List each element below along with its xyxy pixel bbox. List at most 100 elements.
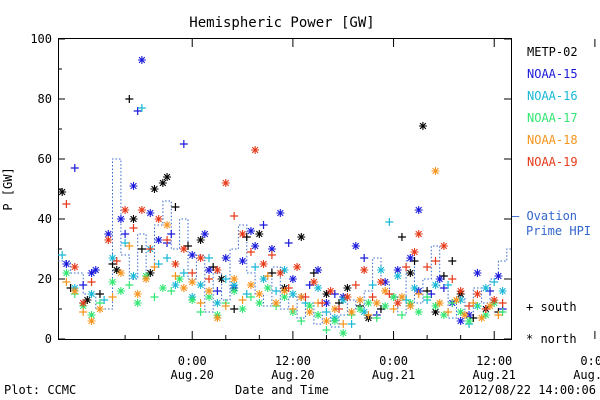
north-marker [259, 275, 268, 283]
north-marker [213, 314, 222, 322]
north-marker [288, 290, 297, 298]
north-marker [288, 275, 297, 283]
south-marker [322, 308, 331, 316]
north-marker [188, 251, 197, 259]
north-marker [460, 311, 469, 319]
north-marker [112, 266, 121, 274]
x-tick-label: 0:00 [178, 354, 207, 368]
ovation-hpi-series [58, 158, 511, 328]
south-marker [448, 299, 457, 307]
north-marker [376, 266, 385, 274]
south-marker [146, 245, 155, 253]
north-marker [213, 299, 222, 307]
legend: METP-02 NOAA-15 NOAA-16 NOAA-17 NOAA-18 NOAA-… [527, 45, 578, 169]
north-marker [356, 296, 364, 304]
south-marker [221, 275, 230, 283]
north-marker [297, 293, 306, 301]
south-marker [205, 275, 213, 283]
south-marker [242, 233, 251, 241]
footer-left: Plot: CCMC [4, 383, 76, 397]
south-marker [385, 290, 394, 298]
south-marker [184, 242, 193, 250]
ovation-legend-label: Prime HPI [526, 224, 591, 238]
south-marker [288, 305, 297, 313]
north-marker [406, 302, 415, 310]
south-marker [444, 281, 453, 289]
south-marker [376, 305, 385, 313]
y-tick-label: 20 [38, 272, 52, 286]
south-marker [230, 212, 239, 220]
north-marker [259, 260, 268, 268]
north-marker [263, 284, 272, 292]
north-marker [221, 254, 230, 262]
north-marker [406, 269, 415, 277]
north-marker [179, 284, 188, 292]
north-marker [431, 281, 440, 289]
south-marker [385, 218, 394, 226]
north-marker [116, 287, 125, 295]
north-marker [154, 236, 163, 244]
north-marker [393, 266, 402, 274]
footer-right: 2012/08/22 14:00:06 [459, 383, 596, 397]
south-marker [465, 302, 474, 310]
north-marker [431, 302, 440, 310]
south-marker [125, 242, 134, 250]
south-marker [448, 275, 457, 283]
north-marker [91, 266, 100, 274]
north-marker [435, 299, 444, 307]
x-tick-label: Aug.21 [473, 368, 516, 382]
north-marker [196, 254, 205, 262]
north-marker [196, 236, 205, 244]
south-marker [70, 164, 79, 172]
south-marker [267, 269, 276, 277]
north-marker [205, 287, 213, 295]
south-marker [251, 263, 260, 271]
legend-entry: NOAA-17 [527, 111, 578, 125]
north-marker [481, 284, 490, 292]
south-marker [309, 269, 318, 277]
north-marker [314, 284, 323, 292]
south-marker [360, 254, 369, 262]
north-marker [276, 209, 285, 217]
y-axis-label: P [GW] [1, 167, 15, 210]
south-marker [414, 290, 423, 298]
north-marker [498, 287, 507, 295]
north-marker [154, 215, 163, 223]
north-marker [456, 308, 465, 316]
south-marker [188, 269, 197, 277]
north-marker [322, 290, 331, 298]
x-tick-label: 12:00 [476, 354, 512, 368]
south-marker [242, 290, 251, 298]
south-marker [62, 278, 71, 286]
north-marker [393, 299, 402, 307]
north-marker [280, 293, 289, 301]
north-marker [305, 308, 314, 316]
south-marker [95, 290, 104, 298]
north-marker [397, 293, 406, 301]
south-marker [498, 299, 507, 307]
south-marker [297, 317, 306, 325]
north-marker [473, 269, 482, 277]
north-marker [465, 317, 474, 325]
north-marker [129, 272, 138, 280]
north-marker [293, 263, 302, 271]
south-marker [368, 293, 377, 301]
legend-entry: NOAA-15 [527, 67, 578, 81]
x-tick-label: 0:00 [580, 354, 600, 368]
south-marker [179, 269, 188, 277]
north-marker [456, 287, 465, 295]
north-marker [410, 248, 419, 256]
marker-legend-north: * north [526, 332, 577, 346]
north-marker [481, 311, 490, 319]
north-marker [238, 230, 247, 238]
north-marker [58, 188, 67, 196]
south-marker [498, 308, 507, 316]
south-marker [209, 263, 218, 271]
north-marker [381, 287, 390, 295]
north-marker [414, 206, 423, 214]
south-marker [284, 284, 293, 292]
north-marker [347, 308, 356, 316]
ovation-legend-label: — Ovation [512, 209, 577, 223]
south-marker [481, 305, 490, 313]
y-tick-label: 60 [38, 152, 52, 166]
